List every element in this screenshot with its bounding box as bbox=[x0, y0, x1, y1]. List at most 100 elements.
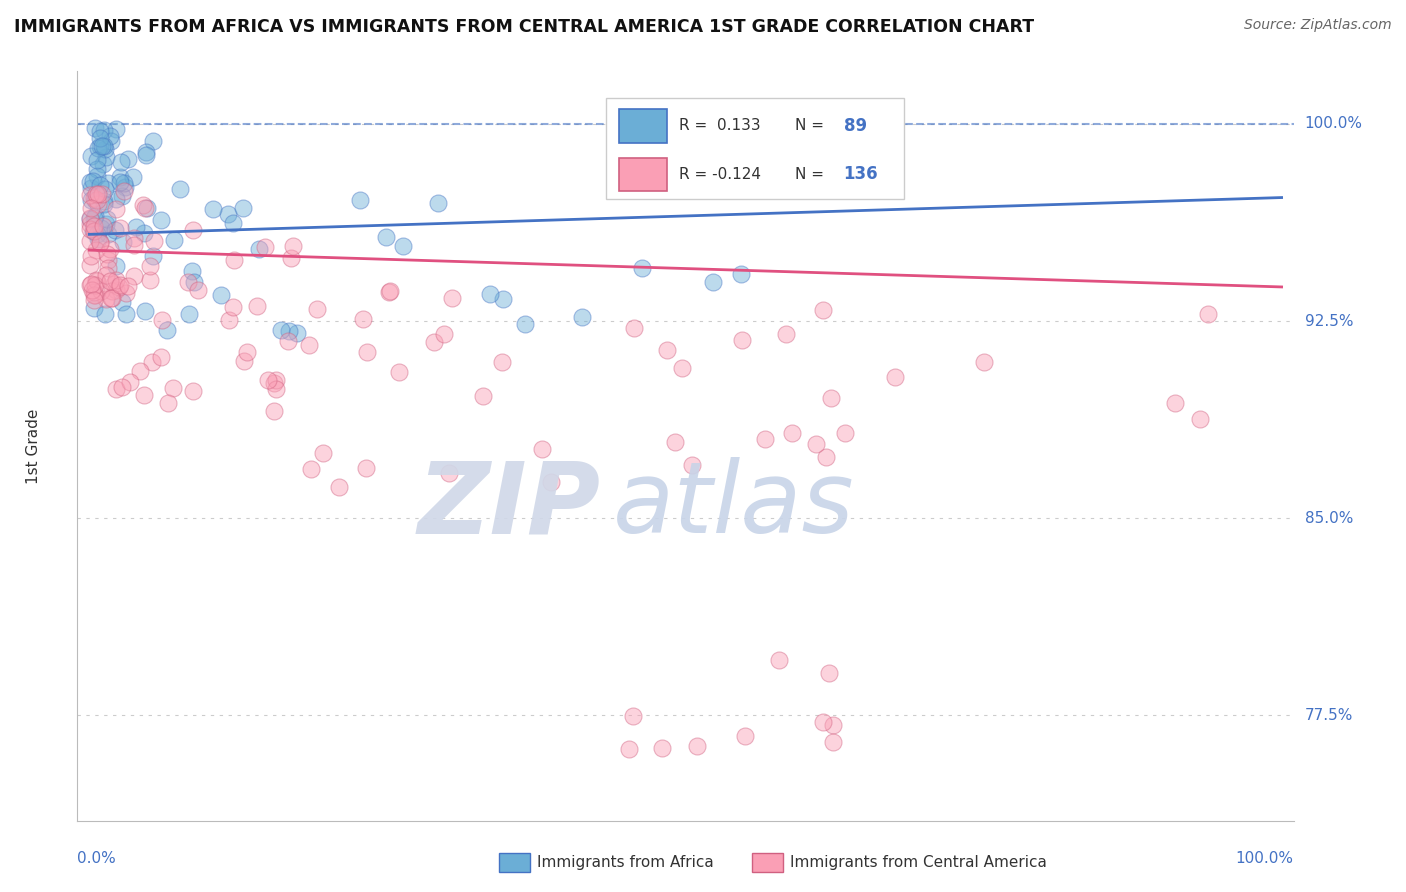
Point bbox=[108, 280, 131, 294]
Point bbox=[264, 373, 287, 387]
Point bbox=[83, 209, 105, 223]
Point bbox=[973, 354, 995, 368]
FancyBboxPatch shape bbox=[606, 97, 904, 199]
Point bbox=[433, 326, 456, 341]
Point bbox=[84, 273, 107, 287]
Point bbox=[101, 284, 124, 298]
Point bbox=[121, 169, 143, 184]
Text: Immigrants from Africa: Immigrants from Africa bbox=[537, 855, 714, 870]
Point bbox=[96, 247, 118, 261]
Text: Source: ZipAtlas.com: Source: ZipAtlas.com bbox=[1244, 18, 1392, 32]
Point bbox=[754, 432, 776, 446]
Point bbox=[491, 355, 513, 369]
Point bbox=[775, 327, 797, 342]
Point bbox=[222, 300, 245, 314]
Point bbox=[813, 714, 835, 729]
Point bbox=[97, 253, 120, 268]
Point bbox=[619, 742, 641, 756]
Point bbox=[187, 283, 209, 297]
Text: 0.0%: 0.0% bbox=[77, 851, 117, 866]
Point bbox=[356, 345, 378, 359]
Point bbox=[79, 211, 101, 226]
Point bbox=[247, 242, 270, 256]
Point bbox=[97, 176, 120, 190]
Point bbox=[768, 653, 790, 667]
Text: atlas: atlas bbox=[613, 458, 853, 555]
Point bbox=[571, 310, 593, 324]
Text: 1st Grade: 1st Grade bbox=[25, 409, 41, 483]
Point bbox=[122, 230, 145, 244]
Point bbox=[86, 193, 108, 207]
Point bbox=[97, 260, 120, 275]
Text: 89: 89 bbox=[844, 117, 866, 135]
Text: 77.5%: 77.5% bbox=[1305, 708, 1353, 723]
Point bbox=[307, 302, 329, 317]
Point bbox=[375, 230, 398, 244]
Point bbox=[671, 361, 693, 376]
Point bbox=[256, 373, 278, 387]
Point bbox=[135, 148, 157, 162]
Point bbox=[132, 226, 155, 240]
Point bbox=[105, 121, 128, 136]
Point bbox=[87, 141, 110, 155]
Point bbox=[84, 277, 107, 292]
Point bbox=[246, 299, 269, 313]
Point bbox=[471, 389, 494, 403]
Point bbox=[104, 202, 127, 216]
Point bbox=[80, 277, 103, 291]
Point bbox=[299, 461, 322, 475]
Point bbox=[83, 191, 105, 205]
Point bbox=[125, 219, 148, 234]
Point bbox=[349, 194, 371, 208]
Point bbox=[221, 216, 243, 230]
Point bbox=[285, 326, 308, 340]
Point bbox=[169, 181, 191, 195]
Point bbox=[100, 135, 122, 149]
Point bbox=[115, 307, 138, 321]
Point bbox=[114, 180, 136, 194]
Point bbox=[141, 355, 163, 369]
Point bbox=[820, 391, 842, 405]
Point bbox=[93, 197, 115, 211]
Point bbox=[91, 157, 114, 171]
Point bbox=[91, 186, 114, 201]
Point bbox=[440, 291, 463, 305]
Point bbox=[224, 253, 246, 268]
Point bbox=[280, 251, 302, 265]
Point bbox=[142, 134, 165, 148]
Text: N =: N = bbox=[794, 118, 828, 133]
Point bbox=[479, 287, 502, 301]
Point bbox=[388, 365, 411, 379]
Point bbox=[811, 303, 834, 318]
Point bbox=[138, 273, 160, 287]
FancyBboxPatch shape bbox=[619, 158, 668, 191]
Point bbox=[104, 382, 127, 396]
Point bbox=[84, 194, 107, 208]
Point bbox=[110, 220, 132, 235]
Point bbox=[201, 202, 224, 216]
Point bbox=[79, 211, 101, 225]
Point bbox=[1197, 307, 1219, 321]
Point bbox=[79, 175, 101, 189]
Point bbox=[142, 234, 165, 248]
Point bbox=[89, 130, 111, 145]
Point bbox=[218, 313, 240, 327]
Point bbox=[328, 480, 350, 494]
Text: R =  0.133: R = 0.133 bbox=[679, 118, 761, 133]
Point bbox=[530, 442, 553, 456]
Point bbox=[134, 304, 156, 318]
Point bbox=[664, 435, 686, 450]
Point bbox=[139, 259, 162, 273]
Point bbox=[98, 275, 121, 289]
Point bbox=[177, 275, 200, 289]
Point bbox=[128, 364, 150, 378]
Point bbox=[79, 234, 101, 248]
Point bbox=[263, 404, 285, 418]
Point bbox=[163, 233, 186, 247]
Point bbox=[730, 267, 752, 281]
Point bbox=[117, 152, 139, 166]
Point bbox=[91, 139, 114, 153]
Point bbox=[105, 283, 128, 297]
Point bbox=[117, 278, 139, 293]
Point bbox=[131, 198, 153, 212]
